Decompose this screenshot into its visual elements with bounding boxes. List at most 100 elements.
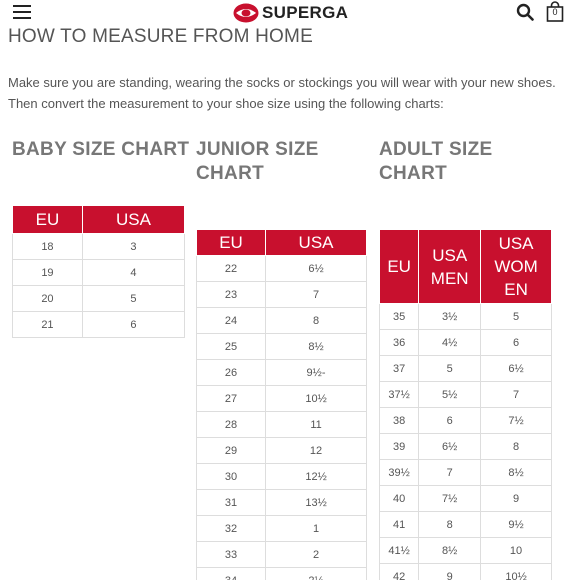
table-cell: 8 — [418, 511, 482, 538]
table-cell: 28 — [195, 411, 267, 438]
table-cell: 24 — [195, 307, 267, 334]
table-cell: 5 — [480, 303, 552, 330]
table-row: 342½ — [195, 567, 367, 580]
table-cell: 6 — [81, 311, 186, 338]
table-cell: 34 — [195, 567, 267, 580]
table-row: 37½ 5½ 7 — [378, 381, 552, 408]
page-title: HOW TO MEASURE FROM HOME — [8, 26, 313, 47]
search-icon[interactable] — [516, 3, 534, 21]
table-row: 22 6½ — [195, 255, 367, 282]
table-cell: 35 — [378, 303, 420, 330]
table-cell: 6½ — [265, 255, 367, 282]
table-cell: 41 — [378, 511, 420, 538]
table-cell: 7½ — [418, 485, 482, 512]
junior-title-line-2: CHART — [196, 163, 264, 184]
table-cell: 8½ — [265, 333, 367, 360]
table-cell: 13½ — [265, 489, 367, 516]
table-row: 19 4 — [12, 259, 186, 286]
table-row: 23 7 — [195, 281, 367, 308]
intro-text: Make sure you are standing, wearing the … — [8, 72, 568, 114]
table-header-row: EU USA — [12, 205, 186, 234]
table-cell: 2½ — [265, 567, 367, 580]
brand-name: SUPERGA — [262, 3, 349, 22]
table-cell: 3½ — [418, 303, 482, 330]
table-row: 21 6 — [12, 311, 186, 338]
adult-chart-title: ADULT SIZE CHART — [379, 138, 492, 186]
table-cell: 18 — [12, 233, 83, 260]
table-cell: 37½ — [378, 381, 420, 408]
site-header: SUPERGA 0 — [0, 0, 580, 26]
table-cell: 36 — [378, 329, 420, 356]
table-row: 31 13½ — [195, 489, 367, 516]
table-cell: 6½ — [480, 355, 552, 382]
table-cell: 6 — [480, 329, 552, 356]
table-cell: 7½ — [480, 407, 552, 434]
table-cell: 7 — [480, 381, 552, 408]
table-cell: 8½ — [418, 537, 482, 564]
superga-logo[interactable]: SUPERGA — [233, 2, 348, 24]
column-header: USA — [81, 205, 186, 234]
table-cell: 41½ — [378, 537, 420, 564]
table-cell: 19 — [12, 259, 83, 286]
table-cell: 6 — [418, 407, 482, 434]
table-cell: 20 — [12, 285, 83, 312]
table-row: 28 11 — [195, 411, 367, 438]
table-cell: 7 — [418, 459, 482, 486]
table-cell: 33 — [195, 541, 267, 568]
table-cell: 26 — [195, 359, 267, 386]
table-cell: 8 — [480, 433, 552, 460]
table-cell: 32 — [195, 515, 267, 542]
table-cell: 9½- — [265, 359, 367, 386]
table-cell: 5 — [81, 285, 186, 312]
table-row: 29 12 — [195, 437, 367, 464]
table-row: 25 8½ — [195, 333, 367, 360]
table-header-row: EU USA MEN USA WOM EN — [378, 229, 552, 304]
column-header: USA WOM EN — [480, 229, 552, 304]
table-row: 39½ 7 8½ — [378, 459, 552, 486]
hamburger-menu-icon[interactable] — [13, 5, 31, 19]
column-header: EU — [378, 229, 420, 304]
table-cell: 4½ — [418, 329, 482, 356]
table-cell: 37 — [378, 355, 420, 382]
table-row: 36 4½ 6 — [378, 329, 552, 356]
table-cell: 10½ — [480, 563, 552, 580]
table-row: 33 2 — [195, 541, 367, 568]
table-cell: 23 — [195, 281, 267, 308]
table-cell: 10½ — [265, 385, 367, 412]
junior-chart-title: JUNIOR SIZE CHART — [196, 138, 319, 186]
table-row: 20 5 — [12, 285, 186, 312]
table-cell: 39½ — [378, 459, 420, 486]
table-cell: 29 — [195, 437, 267, 464]
table-cell: 12 — [265, 437, 367, 464]
table-row: 30 12½ — [195, 463, 367, 490]
baby-size-table: EU USA 18 3 19 4 20 5 21 6 — [12, 205, 186, 338]
table-row: 42 9 10½ — [378, 563, 552, 580]
bag-outline-icon — [546, 1, 564, 22]
table-cell: 40 — [378, 485, 420, 512]
table-row: 41 8 9½ — [378, 511, 552, 538]
baby-chart-title: BABY SIZE CHART — [12, 139, 190, 160]
adult-title-line-1: ADULT SIZE — [379, 139, 493, 160]
table-cell: 4 — [81, 259, 186, 286]
junior-title-line-1: JUNIOR SIZE — [196, 139, 319, 160]
table-cell: 10 — [480, 537, 552, 564]
table-cell: 27 — [195, 385, 267, 412]
table-header-row: EU USA — [195, 229, 367, 256]
junior-size-table: EU USA 22 6½ 23 7 24 8 25 8½ 26 9½- 27 10½ 28 11 29 12 30 1… — [195, 229, 367, 580]
column-header: USA MEN — [418, 229, 482, 304]
table-row: 41½ 8½ 10 — [378, 537, 552, 564]
shopping-bag-icon[interactable]: 0 — [545, 1, 565, 22]
table-row: 32 1 — [195, 515, 367, 542]
table-cell: 11 — [265, 411, 367, 438]
table-cell: 9 — [480, 485, 552, 512]
superga-logo-icon — [233, 3, 259, 23]
table-row: 37 5 6½ — [378, 355, 552, 382]
table-cell: 38 — [378, 407, 420, 434]
table-cell: 12½ — [265, 463, 367, 490]
table-cell: 8½ — [480, 459, 552, 486]
cart-count-badge: 0 — [552, 7, 558, 17]
table-cell: 21 — [12, 311, 83, 338]
table-cell: 6½ — [418, 433, 482, 460]
table-row: 35 3½ 5 — [378, 303, 552, 330]
table-row: 38 6 7½ — [378, 407, 552, 434]
